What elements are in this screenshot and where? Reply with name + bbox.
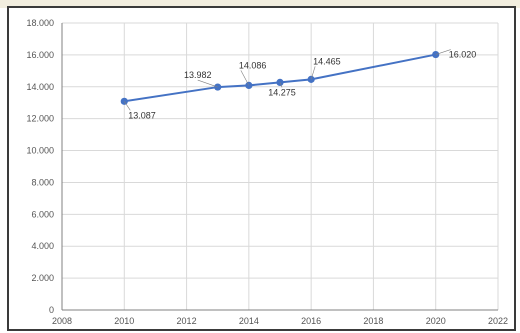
x-tick-label: 2016	[301, 316, 321, 326]
y-tick-label: 14.000	[26, 82, 54, 92]
x-tick-label: 2008	[52, 316, 72, 326]
axis-layer: 0 2.000 4.000 6.000 8.000 10.000 12.000 14.000 1…	[26, 18, 508, 326]
y-tick-label: 2.000	[31, 273, 54, 283]
series-line	[124, 53, 436, 103]
data-label-layer: 13.087 13.982 14.086 14.275 14.465 16.020	[124, 49, 477, 120]
y-tick-label: 0	[49, 305, 54, 315]
x-tick-label: 2014	[239, 316, 259, 326]
x-tick-label: 2010	[114, 316, 134, 326]
data-label: 13.087	[128, 110, 156, 120]
label-leader	[197, 79, 218, 88]
data-label: 14.086	[239, 60, 267, 70]
x-tick-label: 2020	[426, 316, 446, 326]
y-tick-label: 6.000	[31, 209, 54, 219]
y-tick-label: 4.000	[31, 241, 54, 251]
y-tick-label: 18.000	[26, 18, 54, 28]
x-tick-label: 2012	[177, 316, 197, 326]
data-label: 16.020	[449, 50, 477, 60]
label-leader	[279, 82, 283, 88]
label-leader	[124, 101, 131, 111]
y-tick-label: 16.000	[26, 50, 54, 60]
data-label: 14.275	[268, 87, 296, 97]
top-strip	[0, 0, 520, 8]
y-tick-label: 8.000	[31, 177, 54, 187]
label-leader	[240, 70, 250, 86]
chart-frame	[7, 6, 516, 331]
y-tick-label: 10.000	[26, 146, 54, 156]
label-leader	[310, 66, 316, 80]
data-label: 13.982	[184, 70, 212, 80]
grid-layer	[62, 22, 499, 310]
y-tick-label: 12.000	[26, 114, 54, 124]
label-leader	[435, 49, 451, 55]
x-tick-label: 2022	[488, 316, 508, 326]
data-label: 14.465	[313, 56, 341, 66]
x-tick-label: 2018	[363, 316, 383, 326]
